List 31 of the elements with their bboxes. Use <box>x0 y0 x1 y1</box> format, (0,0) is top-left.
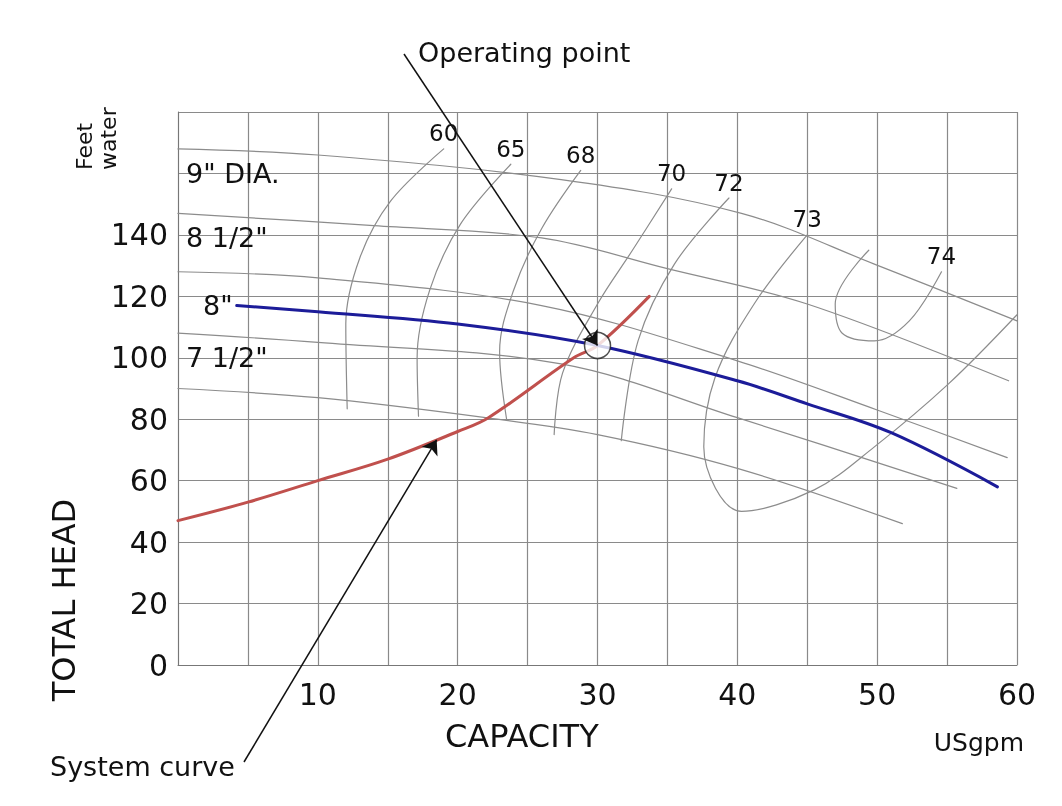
series-label: 9" DIA. <box>186 157 280 189</box>
annotation: System curve <box>50 750 235 782</box>
series-label: 68 <box>566 141 596 168</box>
series-label: 74 <box>926 243 957 270</box>
series-label: 72 <box>714 169 744 196</box>
text: Feet water <box>71 106 121 170</box>
x-tick-label: 30 <box>578 676 617 712</box>
x-axis-title: CAPACITY <box>445 717 600 755</box>
x-tick-label: 40 <box>718 676 757 712</box>
series-label: 60 <box>429 120 459 147</box>
y-tick-label: 140 <box>110 217 168 253</box>
series-label: 70 <box>656 160 687 187</box>
series-label: 65 <box>496 135 526 162</box>
y-tick-label: 0 <box>148 647 168 683</box>
x-tick-label: 10 <box>298 676 337 712</box>
series-label: 8 1/2" <box>186 222 268 254</box>
y-tick-label: 120 <box>110 278 168 314</box>
series-label: 7 1/2" <box>186 342 268 374</box>
x-tick-label: 50 <box>858 676 897 712</box>
y-tick-label: 100 <box>110 340 168 376</box>
y-axis-title: TOTAL HEAD <box>45 498 83 703</box>
y-tick-label: 40 <box>129 524 168 560</box>
text: USgpm <box>933 728 1025 757</box>
y-tick-label: 60 <box>129 463 168 499</box>
annotation: Operating point <box>418 36 631 68</box>
y-tick-label: 20 <box>129 586 168 622</box>
series-label: 8" <box>203 290 233 322</box>
y-tick-label: 80 <box>129 401 168 437</box>
x-tick-label: 20 <box>438 676 477 712</box>
x-tick-label: 60 <box>997 676 1037 712</box>
series-label: 73 <box>792 206 822 233</box>
